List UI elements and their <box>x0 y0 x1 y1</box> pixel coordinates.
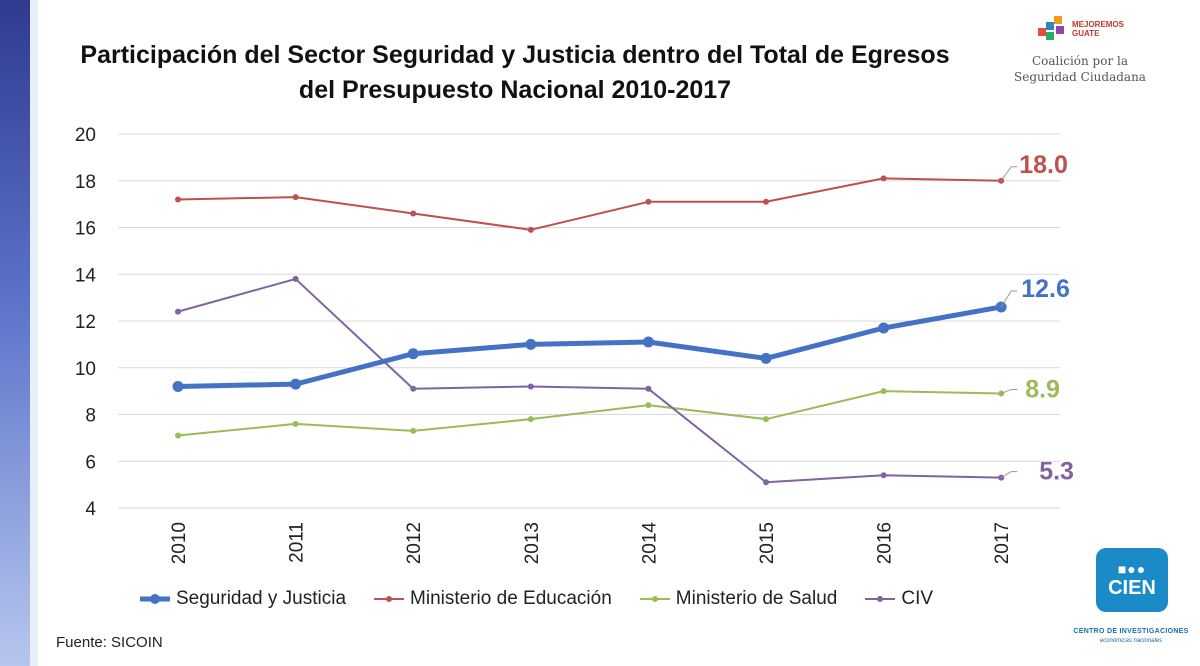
y-tick-label-12: 12 <box>75 312 96 333</box>
series-line-2 <box>177 390 1002 437</box>
series-2-end-leader <box>1001 388 1018 394</box>
series-0-end-label: 12.6 <box>1021 275 1070 303</box>
x-tick-label-2011: 2011 <box>287 522 308 563</box>
series-3-point-2010 <box>175 308 181 315</box>
legend-swatch-civ <box>865 596 896 602</box>
x-tick-label-2010: 2010 <box>169 522 190 564</box>
y-tick-label-20: 20 <box>75 125 96 146</box>
legend-label-civ: CIV <box>901 588 934 609</box>
series-line-1 <box>177 177 1002 231</box>
x-tick-label-2012: 2012 <box>404 522 425 564</box>
x-tick-label-2014: 2014 <box>639 522 660 565</box>
series-1-point-2014 <box>645 198 652 205</box>
x-tick-label-2015: 2015 <box>757 522 778 564</box>
source-note: Fuente: SICOIN <box>56 634 163 651</box>
series-2-point-2013 <box>527 416 534 423</box>
coalition-tagline-2: Seguridad Ciudadana <box>1014 70 1146 84</box>
series-2-point-2015 <box>763 416 769 423</box>
series-2-point-2014 <box>645 402 652 409</box>
y-tick-label-6: 6 <box>85 452 96 473</box>
series-1-point-2010 <box>175 196 181 203</box>
series-3-point-2012 <box>410 385 417 392</box>
series-0-point-2011 <box>290 378 302 390</box>
series-0-point-2012 <box>407 348 419 360</box>
x-tick-label-2013: 2013 <box>522 522 543 564</box>
y-tick-label-10: 10 <box>75 359 96 380</box>
mejoremos-guate-brand: MEJOREMOS GUATE <box>1072 20 1124 38</box>
legend-item-salud: Ministerio de Salud <box>639 588 838 610</box>
brand-line2: GUATE <box>1072 29 1100 38</box>
chart-title-line1: Participación del Sector Seguridad y Jus… <box>80 41 950 69</box>
series-1-point-2015 <box>763 198 769 205</box>
series-1-end-label: 18.0 <box>1019 151 1068 179</box>
series-1-point-2016 <box>880 175 887 182</box>
legend-label-seguridad: Seguridad y Justicia <box>176 588 347 609</box>
legend-item-educacion: Ministerio de Educación <box>374 588 612 610</box>
mejoremos-guate-mark-icon <box>1038 16 1064 40</box>
cien-subtitle-2: económicas nacionales <box>1099 638 1163 644</box>
series-3-point-2013 <box>527 383 534 390</box>
y-tick-label-18: 18 <box>75 172 96 193</box>
series-1-end-leader <box>1000 166 1018 182</box>
legend-label-salud: Ministerio de Salud <box>675 588 838 609</box>
cien-logo-name: CIEN <box>1108 576 1156 599</box>
legend-swatch-salud <box>639 596 670 602</box>
series-2-point-2016 <box>880 388 887 395</box>
series-3-point-2011 <box>292 275 299 282</box>
y-tick-label-4: 4 <box>85 499 96 520</box>
legend-item-seguridad: Seguridad y Justicia <box>140 588 346 610</box>
cien-logo: ■●● CIEN CENTRO DE INVESTIGACIONES econó… <box>1073 548 1188 644</box>
series-1-point-2012 <box>410 210 417 217</box>
series-0-point-2015 <box>760 352 772 364</box>
series-0-point-2013 <box>525 338 537 350</box>
chart-title-line2: del Presupuesto Nacional 2010-2017 <box>298 76 732 104</box>
series-0-point-2014 <box>642 336 654 348</box>
legend-swatch-educacion <box>374 596 405 602</box>
chart-legend: Seguridad y Justicia Ministerio de Educa… <box>140 588 961 610</box>
series-3-point-2016 <box>880 472 887 479</box>
series-line-0 <box>177 304 1002 389</box>
brand-line1: MEJOREMOS <box>1072 20 1125 29</box>
series-3-point-2015 <box>763 479 769 486</box>
series-1-point-2013 <box>527 226 534 233</box>
cien-subtitle-1: CENTRO DE INVESTIGACIONES <box>1073 628 1189 635</box>
x-tick-label-2016: 2016 <box>875 522 896 564</box>
series-3-end-leader <box>1000 471 1018 479</box>
series-0-point-2010 <box>172 380 184 392</box>
series-2-point-2012 <box>410 427 417 434</box>
chart-title: Participación del Sector Seguridad y Jus… <box>40 38 990 108</box>
coalition-tagline-1: Coalición por la <box>1031 54 1128 68</box>
legend-item-civ: CIV <box>865 588 933 610</box>
series-2-end-label: 8.9 <box>1025 375 1060 403</box>
series-0-point-2016 <box>878 322 890 334</box>
series-2-point-2010 <box>175 432 181 439</box>
cien-dots-icon: ■●● <box>1117 560 1147 577</box>
series-line-3 <box>177 277 1002 484</box>
series-2-point-2011 <box>292 420 299 427</box>
legend-swatch-seguridad <box>140 594 170 604</box>
series-3-point-2014 <box>645 385 652 392</box>
left-accent-stripe-inner <box>30 0 38 666</box>
series-0-end-leader <box>1000 290 1018 308</box>
mejoremos-guate-logo: MEJOREMOS GUATE Coalición por la Segurid… <box>1010 14 1150 94</box>
y-tick-label-16: 16 <box>75 219 96 240</box>
cien-logo-box: ■●● CIEN <box>1096 548 1168 612</box>
y-tick-label-14: 14 <box>75 265 97 286</box>
x-tick-label-2017: 2017 <box>992 522 1013 564</box>
y-tick-label-8: 8 <box>85 406 96 427</box>
legend-label-educacion: Ministerio de Educación <box>410 588 612 609</box>
series-3-end-label: 5.3 <box>1039 458 1074 486</box>
series-1-point-2011 <box>292 194 299 201</box>
